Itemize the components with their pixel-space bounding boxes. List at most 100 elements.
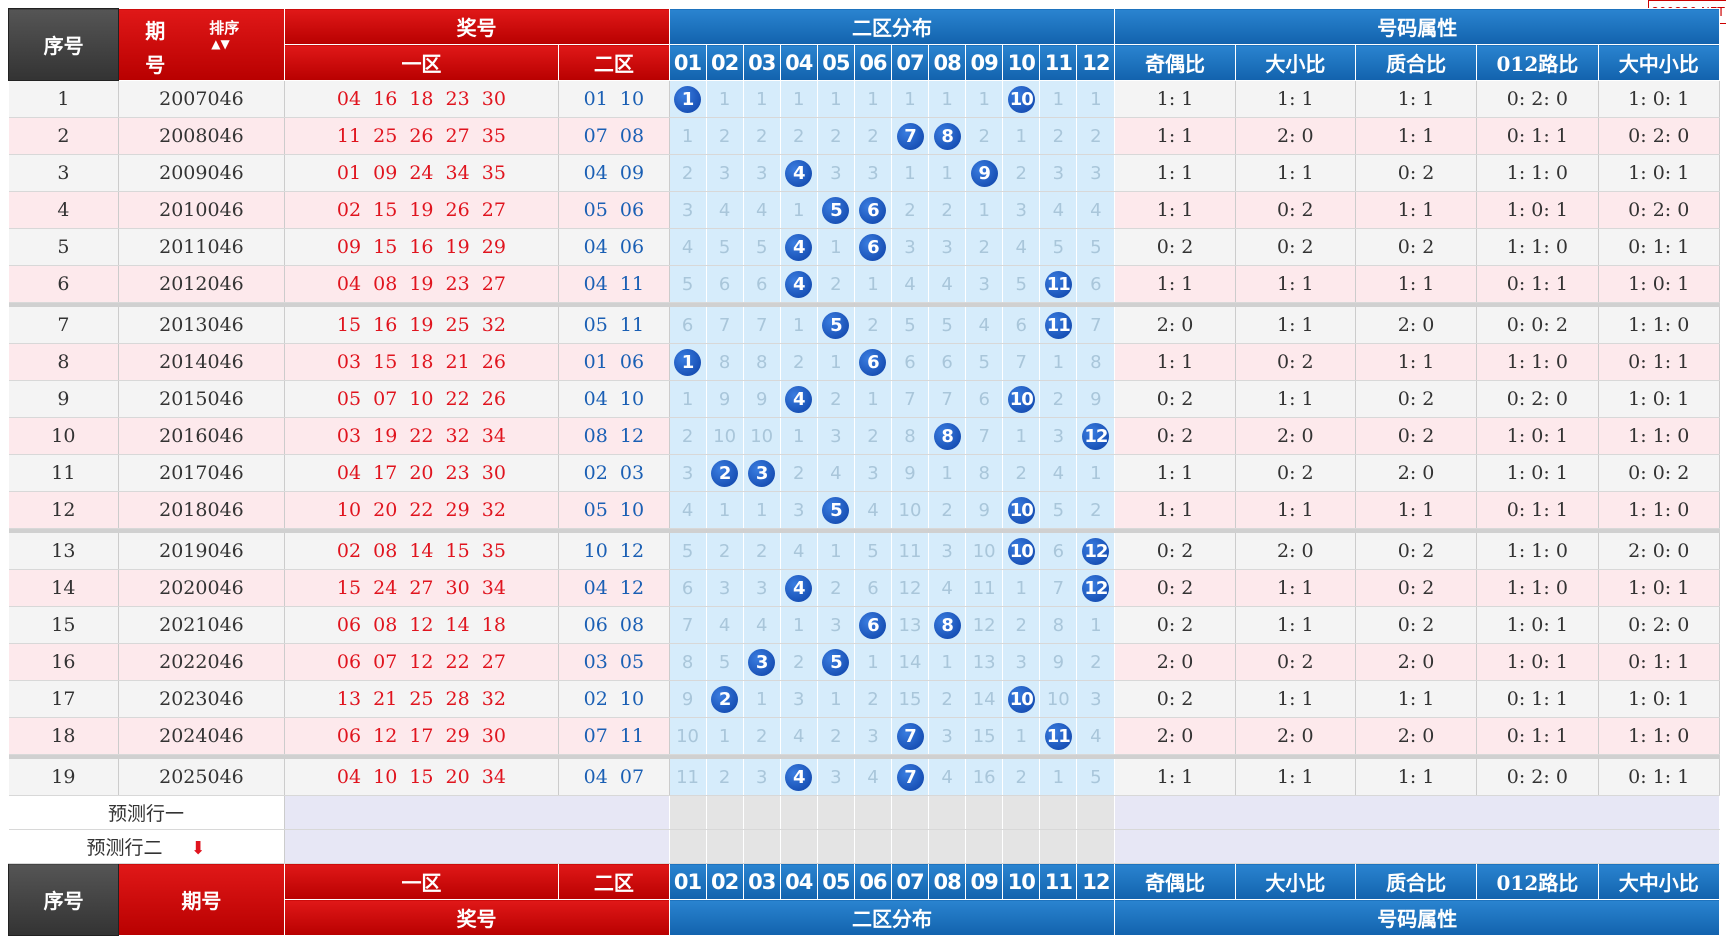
hit-ball: 8: [933, 611, 961, 639]
dist-hit-cell: 5: [817, 643, 855, 681]
prediction-dist-cell[interactable]: [780, 829, 818, 864]
row-attr-4: 1: 1: 0: [1598, 491, 1720, 529]
prediction-dist-cell[interactable]: [965, 795, 1004, 830]
prediction-input-area[interactable]: [284, 829, 670, 864]
prediction-dist-cell[interactable]: [891, 829, 930, 864]
dist-miss-cell: 3: [854, 154, 892, 192]
dist-miss-cell: 2: [669, 154, 707, 192]
prediction-row: 预测行一: [8, 795, 1720, 830]
dist-miss-cell: 8: [1039, 606, 1078, 644]
dist-miss-cell: 4: [1039, 454, 1078, 492]
dist-hit-cell: 11: [1039, 307, 1078, 344]
dist-miss-cell: 2: [743, 117, 781, 155]
prediction-input-area[interactable]: [284, 795, 670, 830]
dist-miss-cell: 14: [965, 680, 1004, 718]
dist-miss-cell: 1: [780, 80, 818, 118]
prediction-dist-cell[interactable]: [743, 795, 781, 830]
prediction-dist-cell[interactable]: [817, 829, 855, 864]
sort-link[interactable]: 排序: [209, 19, 240, 37]
dist-miss-cell: 6: [706, 265, 744, 303]
dist-miss-cell: 2: [780, 454, 818, 492]
row-zone2-numbers: 04 11: [558, 265, 670, 303]
dist-hit-cell: 4: [780, 265, 818, 303]
dist-miss-cell: 1: [1076, 606, 1116, 644]
add-prediction-arrow-icon[interactable]: ⬇: [190, 838, 206, 859]
row-attr-2: 2: 0: [1355, 307, 1478, 344]
dist-hit-cell: 4: [780, 380, 818, 418]
prediction-dist-cell[interactable]: [1076, 829, 1116, 864]
dist-miss-cell: 1: [928, 643, 967, 681]
prediction-dist-cell[interactable]: [854, 795, 892, 830]
prediction-dist-cell[interactable]: [1002, 795, 1041, 830]
row-attr-4: 1: 1: 0: [1598, 717, 1720, 755]
prediction-dist-cell[interactable]: [854, 829, 892, 864]
hit-ball: 4: [785, 763, 813, 791]
dist-miss-cell: 2: [1076, 643, 1116, 681]
prediction-dist-cell[interactable]: [891, 795, 930, 830]
header-issue-top: 期: [145, 19, 166, 43]
dist-miss-cell: 6: [669, 307, 707, 344]
dist-miss-cell: 1: [1039, 759, 1078, 796]
prediction-dist-cell[interactable]: [706, 795, 744, 830]
prediction-dist-cell[interactable]: [1076, 795, 1116, 830]
prediction-dist-cell[interactable]: [669, 829, 707, 864]
row-seq: 10: [8, 417, 120, 455]
dist-hit-cell: 6: [854, 343, 892, 381]
row-attr-2: 1: 1: [1355, 680, 1478, 718]
row-attr-4: 2: 0: 0: [1598, 533, 1720, 570]
row-attr-2: 0: 2: [1355, 417, 1478, 455]
prediction-dist-cell[interactable]: [780, 795, 818, 830]
prediction-dist-cell[interactable]: [669, 795, 707, 830]
dist-hit-cell: 7: [891, 717, 930, 755]
row-seq: 11: [8, 454, 120, 492]
dist-miss-cell: 8: [669, 643, 707, 681]
dist-miss-cell: 3: [1002, 191, 1041, 229]
table-row: 13 2019046 02 08 14 15 35 10 12 5 2 2 4 1 5 11 3 10 1…: [8, 533, 1720, 570]
prediction-dist-cell[interactable]: [1039, 829, 1078, 864]
row-attr-0: 1: 1: [1114, 343, 1236, 381]
dist-miss-cell: 4: [817, 454, 855, 492]
prediction-dist-cell[interactable]: [706, 829, 744, 864]
dist-miss-cell: 3: [743, 759, 781, 796]
dist-miss-cell: 15: [965, 717, 1004, 755]
footer-num-05: 05: [816, 863, 855, 900]
dist-miss-cell: 2: [1039, 380, 1078, 418]
dist-hit-cell: 5: [817, 491, 855, 529]
dist-hit-cell: 5: [817, 191, 855, 229]
prediction-dist-cell[interactable]: [928, 795, 967, 830]
dist-hit-cell: 12: [1076, 569, 1116, 607]
prediction-dist-cell[interactable]: [965, 829, 1004, 864]
hit-ball: 5: [822, 648, 850, 676]
row-attr-1: 0: 2: [1235, 343, 1356, 381]
header-issue[interactable]: 期 号 排序 ▲▼: [118, 8, 285, 81]
row-seq: 14: [8, 569, 120, 607]
dist-miss-cell: 2: [928, 680, 967, 718]
row-seq: 9: [8, 380, 120, 418]
dist-miss-cell: 4: [1076, 191, 1116, 229]
row-attr-4: 0: 2: 0: [1598, 606, 1720, 644]
hit-ball: 4: [785, 233, 813, 261]
dist-miss-cell: 3: [669, 191, 707, 229]
dist-miss-cell: 16: [965, 759, 1004, 796]
row-zone2-numbers: 07 08: [558, 117, 670, 155]
dist-miss-cell: 2: [965, 228, 1004, 266]
prediction-dist-cell[interactable]: [1039, 795, 1078, 830]
row-zone2-numbers: 05 11: [558, 307, 670, 344]
prediction-dist-cell[interactable]: [928, 829, 967, 864]
dist-miss-cell: 2: [1002, 154, 1041, 192]
header-num-07: 07: [890, 44, 930, 81]
row-attr-2: 0: 2: [1355, 606, 1478, 644]
dist-miss-cell: 1: [706, 80, 744, 118]
dist-miss-cell: 1: [743, 80, 781, 118]
row-attr-4: 1: 0: 1: [1598, 154, 1720, 192]
hit-ball: 8: [933, 122, 961, 150]
row-attr-4: 1: 0: 1: [1598, 380, 1720, 418]
dist-miss-cell: 5: [669, 265, 707, 303]
prediction-dist-cell[interactable]: [817, 795, 855, 830]
prediction-dist-cell[interactable]: [1002, 829, 1041, 864]
dist-miss-cell: 2: [1076, 491, 1116, 529]
prediction-dist-cell[interactable]: [743, 829, 781, 864]
sort-arrows-icon[interactable]: ▲▼: [211, 37, 230, 51]
dist-miss-cell: 3: [1076, 154, 1116, 192]
table-row: 6 2012046 04 08 19 23 27 04 11 5 6 6 4 2 1 4 4 3 5 11 6…: [8, 265, 1720, 303]
